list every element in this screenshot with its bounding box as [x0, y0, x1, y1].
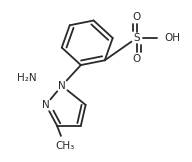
Text: S: S: [133, 33, 140, 43]
Text: O: O: [132, 12, 141, 22]
Text: N: N: [58, 81, 66, 91]
Text: N: N: [42, 100, 50, 110]
Text: H₂N: H₂N: [17, 73, 36, 83]
Text: CH₃: CH₃: [55, 141, 74, 151]
Text: O: O: [132, 54, 141, 64]
Text: OH: OH: [164, 33, 180, 43]
